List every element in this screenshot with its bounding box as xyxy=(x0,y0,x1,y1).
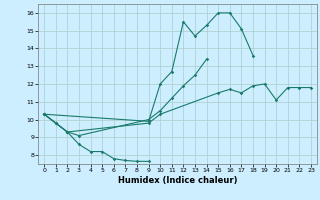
X-axis label: Humidex (Indice chaleur): Humidex (Indice chaleur) xyxy=(118,176,237,185)
